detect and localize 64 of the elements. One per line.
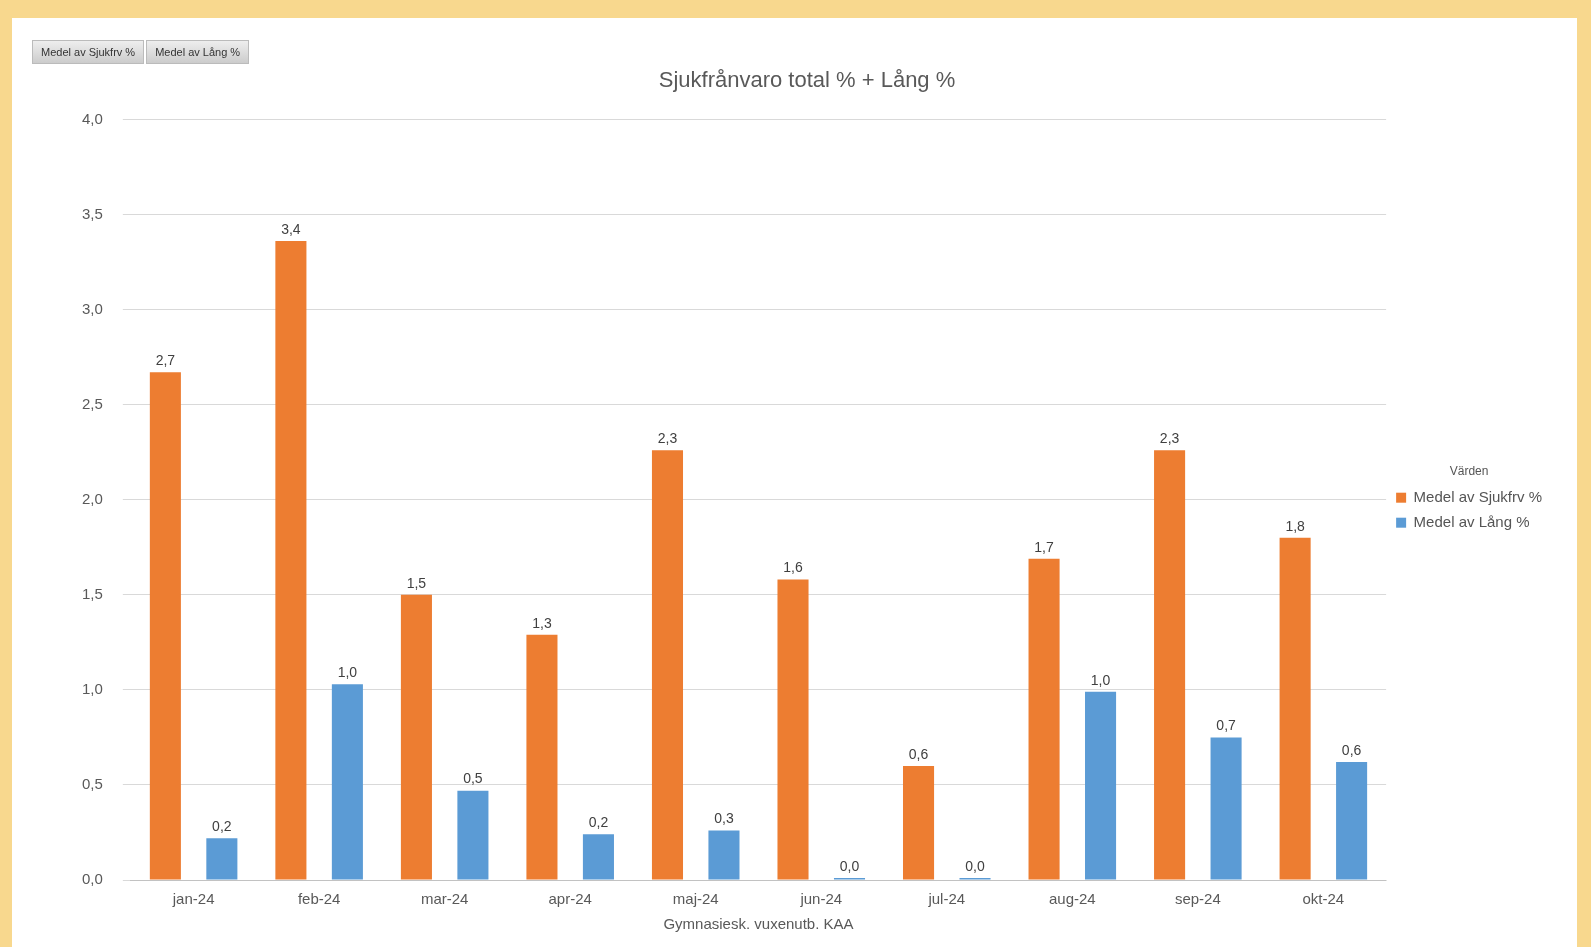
bar	[1085, 691, 1117, 880]
bar	[526, 634, 558, 880]
data-label: 1,0	[337, 664, 358, 680]
legend-label: Medel av Lång %	[1413, 512, 1530, 530]
bar	[149, 372, 181, 880]
x-tick-label: maj-24	[672, 890, 719, 908]
x-tick-label: feb-24	[297, 890, 341, 908]
data-label: 3,4	[281, 220, 301, 237]
x-tick-label: aug-24	[1048, 890, 1096, 908]
data-label: 0,3	[714, 810, 734, 827]
x-tick-label: okt-24	[1302, 890, 1345, 908]
x-axis-title: Gymnasiesk. vuxenutb. KAA	[663, 915, 854, 933]
data-label: 0,7	[1216, 717, 1237, 734]
x-tick-label: sep-24	[1174, 890, 1221, 908]
bar	[708, 830, 740, 880]
bar	[1028, 558, 1060, 880]
data-label: 0,6	[908, 745, 929, 762]
bar	[1279, 537, 1311, 880]
y-tick-label: 4,0	[81, 109, 103, 127]
data-label: 1,7	[1034, 538, 1054, 555]
bar	[1336, 762, 1368, 880]
bar	[1210, 737, 1242, 880]
legend-label: Medel av Sjukfrv %	[1413, 487, 1543, 505]
bar	[331, 684, 363, 880]
bar	[582, 834, 614, 880]
y-tick-label: 0,0	[81, 870, 103, 888]
data-label: 0,2	[212, 818, 232, 835]
bar	[206, 838, 238, 880]
bar	[903, 765, 935, 880]
data-label: 0,0	[965, 857, 985, 874]
x-tick-label: jan-24	[171, 890, 215, 908]
data-label: 0,2	[588, 814, 609, 831]
chart-title: Sjukfrånvaro total % + Lång %	[658, 67, 956, 93]
x-tick-label: jun-24	[799, 890, 843, 908]
data-label: 0,6	[1341, 741, 1362, 758]
data-label: 1,3	[532, 614, 552, 631]
legend-title: Värden	[1449, 464, 1489, 479]
data-label: 2,7	[155, 352, 176, 369]
data-label: 1,5	[406, 574, 427, 591]
text: Medel av Lång %	[146, 40, 250, 64]
data-label: 0,0	[839, 857, 860, 874]
y-tick-label: 1,5	[81, 584, 103, 602]
text: Medel av Sjukfrv %	[32, 40, 145, 64]
y-tick-label: 0,5	[81, 775, 103, 793]
x-tick-label: apr-24	[548, 890, 592, 908]
y-tick-label: 3,5	[81, 204, 103, 222]
data-label: 1,8	[1285, 517, 1306, 534]
y-tick-label: 2,5	[81, 394, 103, 412]
bar	[275, 241, 307, 880]
bar	[400, 594, 432, 880]
y-tick-label: 1,0	[81, 679, 103, 697]
y-tick-label: 2,0	[81, 489, 103, 507]
data-label: 0,5	[463, 770, 483, 787]
y-tick-label: 3,0	[81, 299, 103, 317]
data-label: 2,3	[657, 430, 678, 447]
data-label: 1,0	[1090, 671, 1111, 688]
bar	[457, 790, 489, 880]
data-label: 1,6	[783, 559, 803, 576]
x-tick-label: jul-24	[927, 890, 966, 908]
x-tick-label: mar-24	[420, 890, 469, 908]
bar	[651, 450, 684, 880]
bar	[777, 579, 809, 880]
data-label: 2,3	[1159, 430, 1180, 447]
bar	[1154, 450, 1186, 880]
